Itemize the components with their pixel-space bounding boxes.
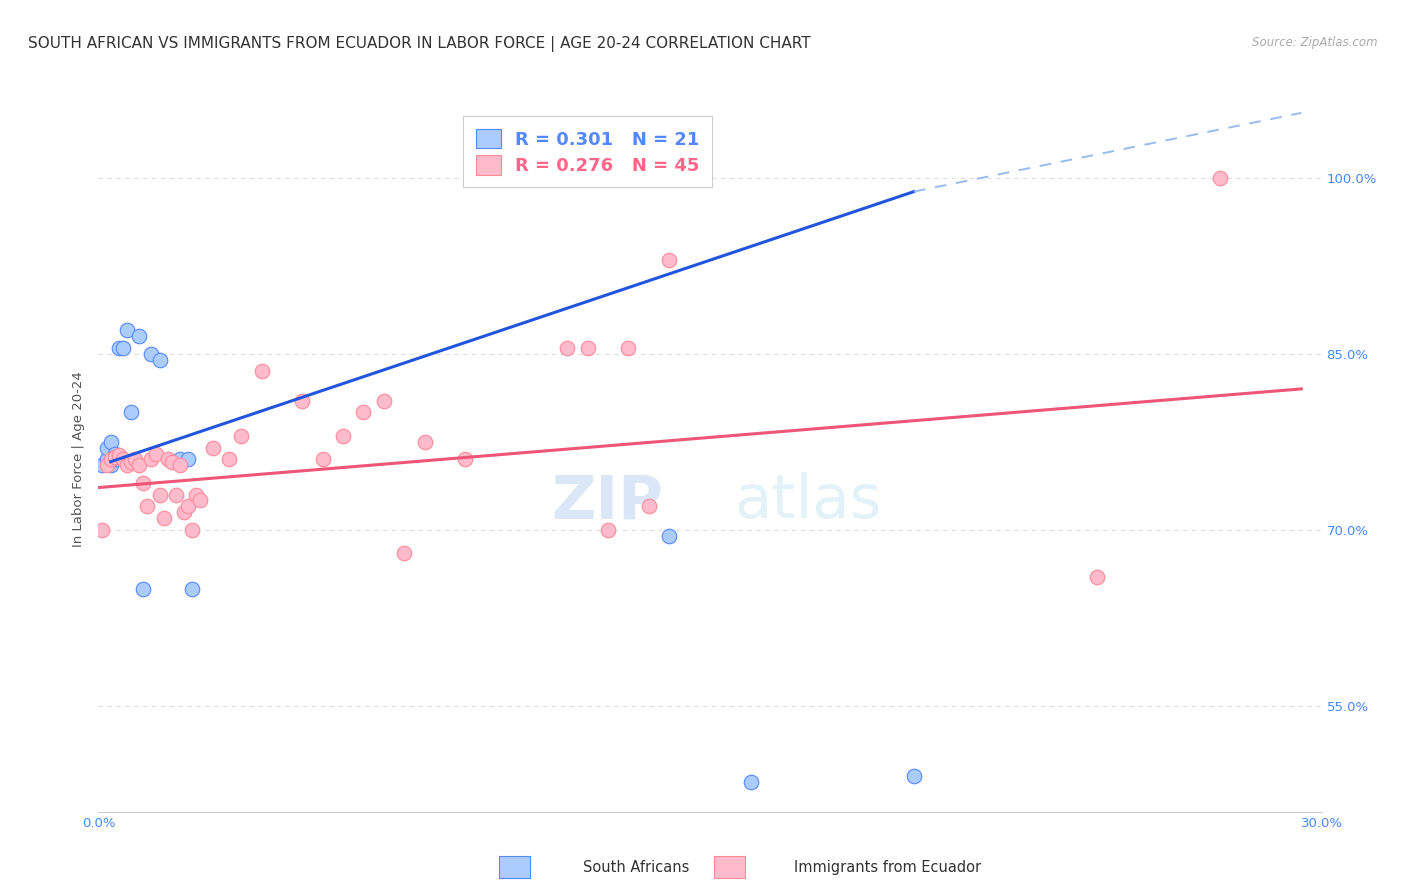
Point: [392, 546, 416, 560]
Text: Source: ZipAtlas.com: Source: ZipAtlas.com: [1253, 36, 1378, 49]
Point: [617, 341, 640, 355]
Point: [120, 455, 142, 469]
Point: [104, 450, 127, 464]
Point: [181, 523, 204, 537]
Point: [352, 405, 374, 419]
Point: [454, 452, 477, 467]
Point: [152, 511, 174, 525]
Point: [413, 434, 436, 449]
Point: [160, 455, 183, 469]
Point: [156, 452, 179, 467]
Point: [124, 452, 146, 467]
Point: [598, 523, 620, 537]
Point: [177, 452, 200, 467]
Point: [637, 500, 661, 514]
Point: [104, 452, 127, 467]
Text: Immigrants from Ecuador: Immigrants from Ecuador: [794, 860, 981, 874]
Point: [201, 441, 224, 455]
Point: [658, 529, 681, 543]
Point: [231, 429, 253, 443]
Point: [903, 769, 925, 784]
Point: [96, 452, 118, 467]
Point: [91, 458, 114, 473]
Point: [149, 352, 172, 367]
Point: [312, 452, 335, 467]
Point: [291, 393, 314, 408]
Point: [108, 448, 131, 462]
Legend: R = 0.301   N = 21, R = 0.276   N = 45: R = 0.301 N = 21, R = 0.276 N = 45: [463, 116, 713, 187]
Point: [100, 452, 122, 467]
Point: [96, 441, 118, 455]
Point: [136, 500, 159, 514]
Point: [115, 458, 138, 473]
Point: [740, 775, 762, 789]
Point: [128, 458, 150, 473]
Point: [145, 446, 167, 460]
Point: [1209, 170, 1232, 185]
Point: [169, 452, 191, 467]
Point: [332, 429, 354, 443]
Y-axis label: In Labor Force | Age 20-24: In Labor Force | Age 20-24: [72, 371, 86, 548]
Point: [141, 347, 163, 361]
Point: [177, 500, 200, 514]
Point: [173, 505, 195, 519]
Text: ZIP: ZIP: [551, 472, 664, 531]
Point: [186, 487, 208, 501]
Point: [115, 323, 138, 337]
Point: [250, 364, 273, 378]
Point: [658, 252, 681, 267]
Point: [91, 523, 114, 537]
Point: [100, 458, 122, 473]
Point: [120, 405, 142, 419]
Point: [100, 434, 122, 449]
Point: [111, 341, 134, 355]
Point: [218, 452, 240, 467]
Point: [188, 493, 212, 508]
Point: [165, 487, 187, 501]
Point: [181, 582, 204, 596]
Point: [169, 458, 191, 473]
Point: [96, 458, 118, 473]
Point: [108, 341, 131, 355]
Text: South Africans: South Africans: [583, 860, 690, 874]
Text: SOUTH AFRICAN VS IMMIGRANTS FROM ECUADOR IN LABOR FORCE | AGE 20-24 CORRELATION : SOUTH AFRICAN VS IMMIGRANTS FROM ECUADOR…: [28, 36, 811, 52]
Point: [1085, 570, 1108, 584]
Point: [111, 452, 134, 467]
Point: [149, 487, 172, 501]
Point: [128, 329, 150, 343]
Point: [132, 475, 155, 490]
Point: [576, 341, 599, 355]
Point: [141, 452, 163, 467]
Text: atlas: atlas: [734, 472, 882, 531]
Point: [104, 446, 127, 460]
Point: [132, 582, 155, 596]
Point: [555, 341, 579, 355]
Point: [373, 393, 395, 408]
